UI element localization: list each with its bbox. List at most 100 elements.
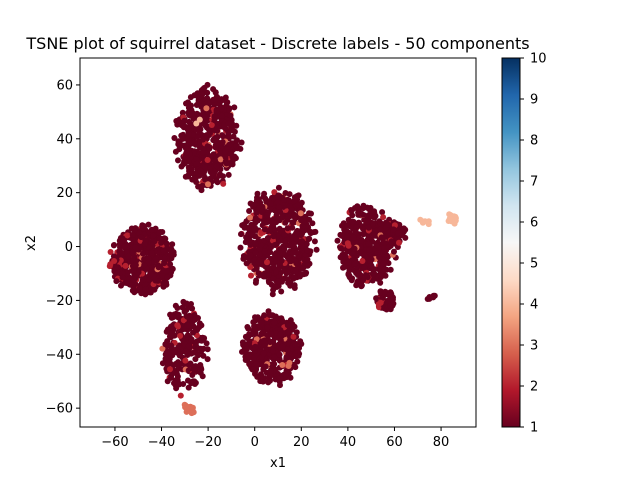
scatter-point (145, 221, 152, 228)
x-tick-label: 20 (293, 435, 310, 450)
scatter-point (195, 315, 201, 321)
scatter-point (185, 377, 191, 384)
scatter-point (141, 256, 148, 263)
scatter-point (164, 326, 171, 333)
scatter-point (239, 339, 246, 346)
scatter-point (360, 277, 366, 283)
scatter-point (195, 352, 202, 359)
scatter-point (178, 133, 185, 139)
scatter-point (261, 312, 268, 319)
scatter-point (387, 266, 394, 273)
scatter-point (163, 240, 170, 247)
scatter-point (189, 372, 196, 378)
scatter-point (181, 122, 188, 129)
scatter-point (281, 245, 288, 252)
scatter-point (278, 288, 285, 295)
scatter-point (284, 322, 291, 329)
scatter-point (174, 305, 181, 311)
scatter-point (307, 230, 314, 237)
scatter-point (313, 246, 320, 253)
scatter-point (371, 232, 378, 239)
scatter-point (180, 161, 187, 168)
scatter-point (213, 139, 220, 146)
scatter-point (176, 352, 183, 359)
scatter-point (152, 256, 159, 263)
scatter-point (361, 252, 368, 259)
scatter-point (275, 215, 281, 222)
y-axis-label: x2 (24, 235, 39, 251)
scatter-point (385, 297, 392, 304)
colorbar-tick-label: 10 (530, 52, 547, 67)
scatter-point (142, 286, 149, 293)
scatter-point (303, 269, 310, 276)
plot-area-frame (79, 57, 477, 428)
scatter-point (312, 228, 319, 235)
scatter-point (188, 165, 195, 172)
scatter-point (159, 345, 166, 352)
scatter-point (349, 251, 356, 258)
scatter-point (275, 184, 282, 191)
scatter-point (238, 139, 245, 146)
scatter-point (184, 322, 191, 329)
scatter-point (204, 356, 211, 363)
scatter-point (213, 178, 220, 185)
scatter-point (202, 121, 209, 128)
scatter-point (172, 148, 179, 155)
scatter-point (124, 232, 131, 239)
scatter-point (219, 132, 226, 139)
scatter-point (377, 279, 384, 286)
scatter-point (373, 242, 380, 249)
scatter-point (148, 271, 155, 278)
scatter-point (245, 353, 252, 360)
scatter-point (361, 264, 368, 271)
colorbar-tick-label: 3 (530, 339, 538, 354)
scatter-point (261, 226, 268, 233)
scatter-point (381, 266, 388, 273)
scatter-point (276, 351, 283, 358)
scatter-point (268, 368, 275, 375)
scatter-point (365, 224, 372, 231)
scatter-point (341, 263, 348, 270)
scatter-point (188, 336, 195, 343)
scatter-point (381, 245, 388, 252)
scatter-point (169, 241, 176, 248)
scatter-point (141, 240, 148, 247)
scatter-point (219, 139, 226, 145)
scatter-point (213, 163, 220, 170)
scatter-point (122, 262, 129, 269)
scatter-point (194, 134, 201, 141)
scatter-point (206, 144, 213, 151)
scatter-point (129, 282, 136, 289)
scatter-point (173, 118, 180, 124)
scatter-point (185, 138, 192, 145)
scatter-point (226, 106, 232, 113)
scatter-point (150, 232, 157, 239)
scatter-point (275, 278, 282, 285)
scatter-point (199, 334, 206, 341)
scatter-point (164, 274, 171, 281)
scatter-point (203, 132, 210, 139)
scatter-point (166, 358, 173, 365)
scatter-point (430, 292, 437, 299)
y-axis-ticks: −60 −40 −20 0 20 40 60 (46, 78, 80, 417)
scatter-point (267, 227, 273, 234)
colorbar-tick-label: 1 (530, 421, 538, 436)
scatter-point (299, 238, 305, 245)
scatter-point (218, 112, 225, 119)
scatter-point (264, 235, 271, 242)
scatter-point (376, 254, 383, 261)
scatter-point (270, 264, 277, 271)
scatter-point (349, 218, 356, 225)
scatter-point (203, 340, 210, 347)
scatter-point (193, 160, 200, 167)
scatter-point (284, 346, 291, 353)
scatter-point (352, 229, 359, 236)
scatter-point (382, 272, 389, 279)
y-tick-label: −20 (46, 294, 73, 309)
scatter-point (258, 320, 265, 327)
scatter-point (196, 116, 203, 123)
scatter-point (200, 352, 207, 359)
scatter-point (370, 271, 377, 278)
scatter-point (212, 144, 219, 151)
